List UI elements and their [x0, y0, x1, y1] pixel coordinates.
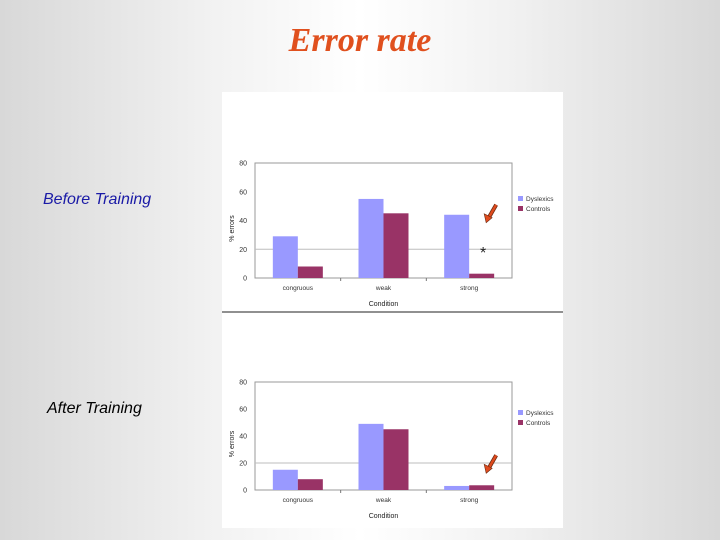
y-tick-label: 40 [239, 218, 247, 225]
bar-dyslexics-congruous [272, 236, 298, 278]
legend-swatch-dyslexics [518, 196, 523, 201]
highlight-arrow-head [483, 463, 493, 474]
bar-controls-strong [469, 485, 495, 490]
bar-controls-congruous [297, 479, 323, 490]
bar-controls-strong [469, 273, 495, 278]
x-axis-label: Condition [369, 513, 399, 520]
bar-controls-congruous [297, 266, 323, 278]
after-training-label: After Training [47, 400, 142, 417]
before-training-label: Before Training [43, 191, 152, 208]
y-tick-label: 0 [243, 276, 247, 283]
legend-swatch-controls [518, 206, 523, 211]
bar-dyslexics-strong [444, 214, 470, 278]
y-axis-label: % errors [229, 215, 236, 242]
significance-asterisk: * [480, 245, 486, 262]
x-tick-label: weak [375, 285, 392, 292]
x-tick-label: congruous [283, 285, 314, 292]
x-axis-label: Condition [369, 301, 399, 308]
legend-swatch-controls [518, 420, 523, 425]
charts-svg: 0 20 40 60 80 % errors Condition congruous weak s… [222, 161, 563, 520]
x-tick-label: weak [375, 497, 392, 504]
y-tick-label: 80 [239, 161, 247, 168]
y-tick-label: 80 [239, 380, 247, 387]
x-tick-label: strong [460, 285, 478, 292]
highlight-arrow-head [483, 213, 493, 224]
bar-dyslexics-strong [444, 485, 470, 490]
bar-controls-weak [383, 429, 409, 490]
bar-dyslexics-weak [358, 423, 384, 490]
x-tick-label: congruous [283, 497, 314, 504]
y-axis-label: % errors [229, 430, 236, 457]
bar-controls-weak [383, 213, 409, 278]
legend-swatch-dyslexics [518, 410, 523, 415]
y-tick-label: 20 [239, 247, 247, 254]
chart-panel: 0 20 40 60 80 % errors Condition congruous weak s… [222, 92, 563, 528]
y-tick-label: 60 [239, 189, 247, 196]
legend-label-dyslexics: Dyslexics [526, 196, 554, 203]
legend-label-dyslexics: Dyslexics [526, 410, 554, 417]
y-tick-label: 0 [243, 488, 247, 495]
legend-label-controls: Controls [526, 420, 551, 427]
x-tick-label: strong [460, 497, 478, 504]
bar-dyslexics-weak [358, 198, 384, 278]
slide-title: Error rate [288, 22, 432, 59]
y-tick-label: 60 [239, 407, 247, 414]
legend-label-controls: Controls [526, 206, 551, 213]
y-tick-label: 40 [239, 434, 247, 441]
y-tick-label: 20 [239, 461, 247, 468]
bar-dyslexics-congruous [272, 469, 298, 490]
